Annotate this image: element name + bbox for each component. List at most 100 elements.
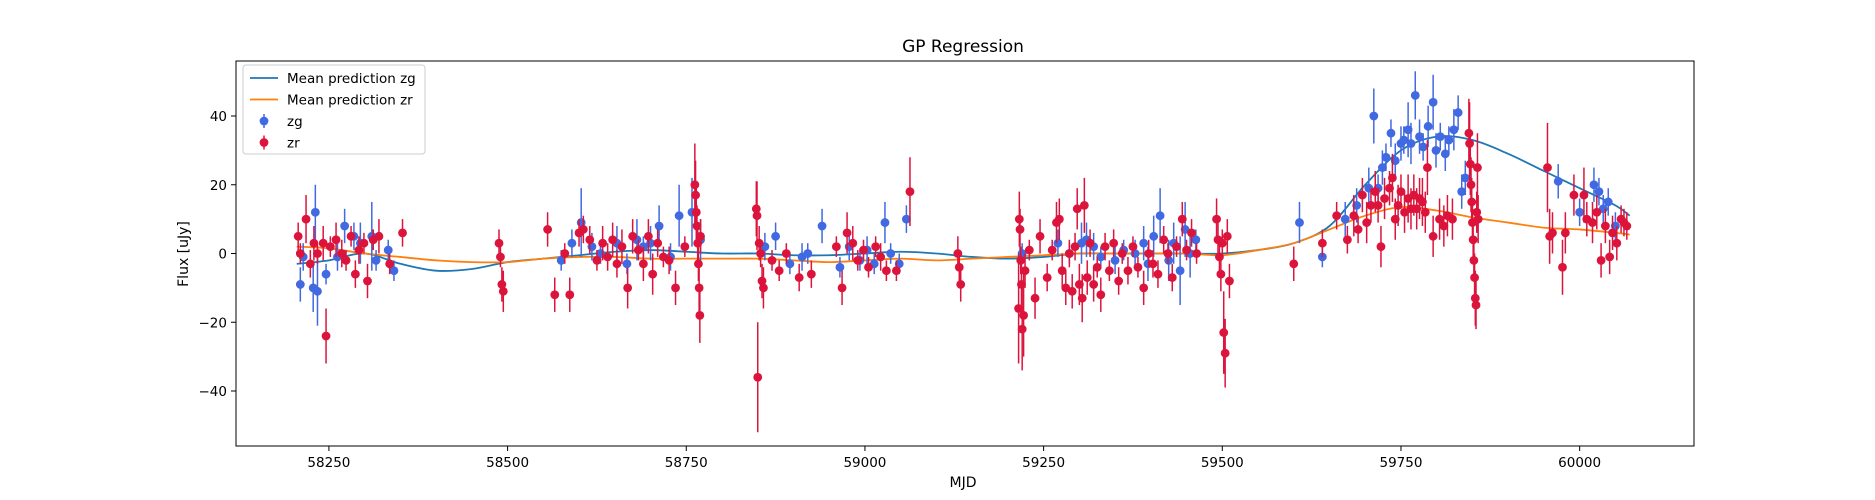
point-zr bbox=[1332, 211, 1342, 221]
point-zr bbox=[1612, 238, 1622, 248]
legend-box bbox=[242, 64, 426, 155]
point-zr bbox=[1400, 207, 1409, 217]
point-zr bbox=[638, 259, 648, 269]
point-zr bbox=[954, 262, 964, 272]
point-zr bbox=[891, 266, 901, 276]
point-zg bbox=[880, 218, 890, 227]
point-zg bbox=[1418, 142, 1428, 152]
x-axis-label: MJD bbox=[950, 475, 977, 491]
point-zr bbox=[1057, 266, 1067, 276]
point-zg bbox=[803, 249, 813, 258]
point-zr bbox=[1172, 242, 1181, 252]
point-zr bbox=[293, 231, 303, 241]
point-zg bbox=[1191, 235, 1201, 245]
point-zg bbox=[389, 266, 399, 276]
x-tick-label: 60000 bbox=[1558, 455, 1601, 471]
point-zr bbox=[1560, 228, 1570, 238]
point-zr bbox=[497, 280, 507, 289]
point-zr bbox=[842, 228, 852, 238]
point-zg bbox=[1381, 152, 1391, 162]
point-zr bbox=[1592, 207, 1602, 217]
point-zr bbox=[1159, 235, 1169, 245]
point-zr bbox=[953, 249, 963, 258]
point-zr bbox=[1317, 238, 1327, 248]
point-zr bbox=[585, 235, 595, 245]
point-zg bbox=[1453, 108, 1463, 117]
x-tick-label: 58500 bbox=[486, 455, 529, 471]
point-zr bbox=[1014, 304, 1024, 313]
point-zr bbox=[321, 331, 331, 341]
point-zg bbox=[901, 214, 911, 224]
point-zr bbox=[341, 255, 351, 265]
point-zr bbox=[1439, 221, 1449, 231]
point-zr bbox=[752, 211, 762, 221]
point-zg bbox=[1386, 128, 1396, 138]
point-zr bbox=[1588, 218, 1597, 227]
x-tick-label: 59500 bbox=[1201, 455, 1244, 471]
point-zr bbox=[623, 283, 633, 293]
point-zr bbox=[592, 255, 602, 265]
point-zr bbox=[1353, 225, 1363, 234]
point-zr bbox=[774, 266, 784, 276]
point-zr bbox=[1079, 200, 1089, 210]
point-zg bbox=[1175, 266, 1185, 276]
point-zr bbox=[1123, 266, 1133, 276]
point-zr bbox=[1092, 262, 1102, 272]
point-zr bbox=[1579, 190, 1589, 200]
point-zr bbox=[806, 269, 816, 279]
point-zr bbox=[1216, 269, 1226, 279]
point-zr bbox=[1373, 200, 1383, 210]
legend-label: Mean prediction zr bbox=[287, 93, 413, 109]
point-zr bbox=[1387, 173, 1397, 183]
point-zr bbox=[1357, 190, 1367, 200]
point-zr bbox=[325, 242, 335, 252]
point-zr bbox=[1067, 286, 1077, 296]
point-zr bbox=[1380, 194, 1389, 203]
point-zr bbox=[1035, 231, 1045, 241]
point-zr bbox=[398, 228, 407, 238]
point-zg bbox=[1096, 252, 1106, 262]
point-zg bbox=[622, 259, 632, 269]
point-zr bbox=[1064, 249, 1074, 258]
point-zg bbox=[674, 211, 684, 221]
point-zr bbox=[1548, 228, 1557, 238]
y-tick-label: 0 bbox=[218, 247, 227, 263]
point-zr bbox=[1342, 235, 1352, 245]
point-zr bbox=[1396, 187, 1406, 197]
point-zr bbox=[753, 372, 763, 382]
point-zr bbox=[617, 242, 627, 252]
legend-entry: zg bbox=[259, 114, 303, 130]
point-zg bbox=[1406, 139, 1416, 148]
point-zr bbox=[295, 249, 305, 258]
point-zr bbox=[608, 235, 618, 245]
point-zg bbox=[1449, 125, 1459, 135]
point-zr bbox=[881, 266, 891, 276]
point-zr bbox=[1117, 249, 1127, 258]
point-zg bbox=[1377, 163, 1387, 172]
y-tick-label: 40 bbox=[210, 109, 227, 125]
point-zg bbox=[785, 259, 795, 269]
point-zr bbox=[754, 238, 764, 248]
point-zr bbox=[1144, 249, 1154, 258]
legend-entry: zr bbox=[259, 135, 300, 152]
point-zr bbox=[337, 249, 347, 258]
point-zr bbox=[794, 273, 804, 282]
point-zg bbox=[1460, 173, 1470, 183]
point-zr bbox=[1608, 228, 1617, 238]
point-zg bbox=[1053, 238, 1063, 248]
point-zr bbox=[831, 242, 841, 252]
point-zg bbox=[1415, 132, 1424, 142]
point-zr bbox=[374, 231, 384, 241]
point-zg bbox=[771, 231, 781, 241]
point-zg bbox=[1423, 121, 1433, 131]
point-zr bbox=[1349, 211, 1359, 221]
point-zg bbox=[1553, 176, 1563, 186]
point-zr bbox=[1089, 280, 1099, 289]
y-tick-label: −40 bbox=[199, 384, 228, 400]
point-zg bbox=[340, 221, 350, 231]
point-zg bbox=[1428, 97, 1438, 107]
point-zr bbox=[1082, 273, 1092, 282]
point-zr bbox=[1182, 245, 1191, 255]
point-zr bbox=[331, 235, 341, 245]
